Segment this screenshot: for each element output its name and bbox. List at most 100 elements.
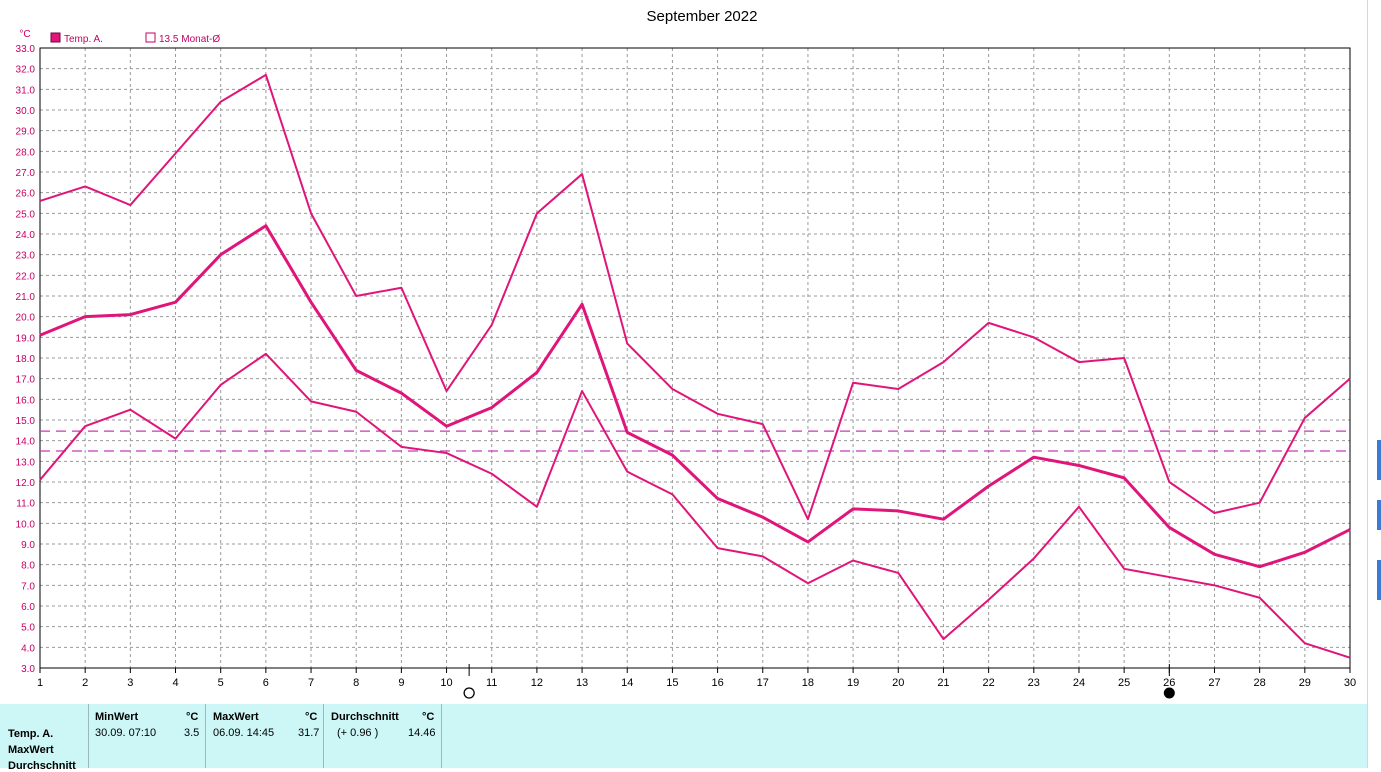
reference-lines <box>40 430 1350 452</box>
y-tick-label: 24.0 <box>16 230 36 241</box>
stats-min-header: MinWert <box>95 711 139 723</box>
stats-row-label: MaxWert <box>8 744 54 756</box>
stats-avg-value: 14.46 <box>408 727 436 739</box>
x-tick-label: 14 <box>621 677 633 689</box>
statistics-panel: Temp. A. MaxWert Durchschnitt MinWert °C… <box>0 704 1367 772</box>
y-tick-label: 22.0 <box>16 271 36 282</box>
x-tick-label: 24 <box>1073 677 1085 689</box>
legend-series-swatch <box>50 32 61 43</box>
plot-frame <box>39 47 1351 669</box>
x-tick-label: 8 <box>353 677 359 689</box>
y-tick-label: 7.0 <box>21 581 35 592</box>
y-tick-label: 14.0 <box>16 437 36 448</box>
y-axis-unit: °C <box>19 29 30 40</box>
x-tick-label: 6 <box>263 677 269 689</box>
y-tick-label: 18.0 <box>16 354 36 365</box>
y-tick-label: 28.0 <box>16 147 36 158</box>
x-tick-label: 25 <box>1118 677 1130 689</box>
x-tick-label: 11 <box>486 677 497 689</box>
y-tick-label: 6.0 <box>21 602 35 613</box>
x-tick-label: 3 <box>127 677 133 689</box>
y-tick-label: 17.0 <box>16 375 36 386</box>
x-tick-label: 5 <box>218 677 224 689</box>
grid <box>39 47 1351 669</box>
stats-avg-header: Durchschnitt <box>331 711 399 723</box>
y-tick-label: 4.0 <box>21 643 35 654</box>
x-tick-label: 17 <box>757 677 769 689</box>
y-tick-label: 9.0 <box>21 540 35 551</box>
window-edge <box>1367 0 1381 768</box>
x-tick-label: 13 <box>576 677 588 689</box>
y-tick-label: 27.0 <box>16 168 36 179</box>
x-tick-label: 29 <box>1299 677 1311 689</box>
x-tick-label: 1 <box>37 677 43 689</box>
x-tick-label: 16 <box>711 677 723 689</box>
x-tick-label: 2 <box>82 677 88 689</box>
legend: Temp. A. 13.5 Monat-Ø <box>50 32 220 45</box>
new-moon-icon <box>1163 687 1175 699</box>
y-tick-label: 32.0 <box>16 65 36 76</box>
y-tick-label: 23.0 <box>16 251 36 262</box>
y-axis: 3.0 4.0 5.0 6.0 7.0 8.0 9.0 10.0 11.0 12.0 13.0 14.… <box>16 44 36 675</box>
x-tick-label: 23 <box>1028 677 1040 689</box>
y-tick-label: 29.0 <box>16 127 36 138</box>
stats-max-value: 31.7 <box>298 727 320 739</box>
y-tick-label: 26.0 <box>16 189 36 200</box>
stats-max-column: MaxWert °C 06.09. 14:45 31.7 <box>205 704 324 768</box>
stats-min-unit: °C <box>186 711 199 723</box>
stats-max-when: 06.09. 14:45 <box>213 727 275 739</box>
x-tick-label: 4 <box>172 677 178 689</box>
series-line-max <box>39 73 1351 521</box>
y-tick-label: 25.0 <box>16 209 36 220</box>
y-tick-label: 10.0 <box>16 519 36 530</box>
stats-avg-unit: °C <box>422 711 435 723</box>
y-tick-label: 8.0 <box>21 561 35 572</box>
x-tick-label: 15 <box>666 677 678 689</box>
stats-max-header: MaxWert <box>213 711 259 723</box>
x-tick-label: 12 <box>531 677 543 689</box>
temperature-chart: September 2022 °C Temp. A. 13.5 Monat-Ø … <box>16 8 1356 699</box>
stats-row-label: Temp. A. <box>8 728 54 740</box>
stats-min-value: 3.5 <box>184 727 200 739</box>
x-tick-label: 20 <box>892 677 904 689</box>
y-tick-label: 16.0 <box>16 395 36 406</box>
y-tick-label: 30.0 <box>16 106 36 117</box>
x-tick-label: 21 <box>937 677 949 689</box>
y-tick-label: 3.0 <box>21 664 35 675</box>
y-tick-label: 13.0 <box>16 457 36 468</box>
x-tick-label: 27 <box>1208 677 1220 689</box>
moon-markers <box>463 664 1175 699</box>
legend-average-label: 13.5 Monat-Ø <box>159 34 220 45</box>
chart-title: September 2022 <box>647 8 758 25</box>
y-tick-label: 11.0 <box>16 499 35 510</box>
legend-series-label: Temp. A. <box>64 34 103 45</box>
y-tick-label: 19.0 <box>16 333 36 344</box>
y-tick-label: 33.0 <box>16 44 36 55</box>
x-tick-label: 10 <box>440 677 452 689</box>
y-tick-label: 12.0 <box>16 478 36 489</box>
full-moon-icon <box>463 687 475 699</box>
x-tick-label: 19 <box>847 677 859 689</box>
x-tick-label: 22 <box>982 677 994 689</box>
x-axis: 1 2 3 4 5 6 7 8 9 10 11 12 13 14 15 16 17 18 19 20 21 22 23 24 2… <box>37 668 1356 689</box>
x-tick-label: 28 <box>1254 677 1266 689</box>
stats-avg-when: (+ 0.96 ) <box>337 727 379 739</box>
x-tick-label: 18 <box>802 677 814 689</box>
y-tick-label: 20.0 <box>16 313 36 324</box>
y-tick-label: 5.0 <box>21 623 35 634</box>
x-tick-label: 26 <box>1163 677 1175 689</box>
series-line-mean <box>39 224 1351 569</box>
legend-average-swatch <box>145 32 156 43</box>
stats-min-when: 30.09. 07:10 <box>95 727 157 739</box>
x-tick-label: 30 <box>1344 677 1356 689</box>
y-tick-label: 31.0 <box>16 85 36 96</box>
stats-min-column: MinWert °C 30.09. 07:10 3.5 <box>88 704 206 768</box>
series-line-min <box>39 352 1351 659</box>
stats-row-label: Durchschnitt <box>8 760 76 772</box>
stats-max-unit: °C <box>305 711 318 723</box>
y-tick-label: 21.0 <box>16 292 36 303</box>
y-tick-label: 15.0 <box>16 416 36 427</box>
x-tick-label: 9 <box>398 677 404 689</box>
x-tick-label: 7 <box>308 677 314 689</box>
series-lines <box>39 73 1351 659</box>
